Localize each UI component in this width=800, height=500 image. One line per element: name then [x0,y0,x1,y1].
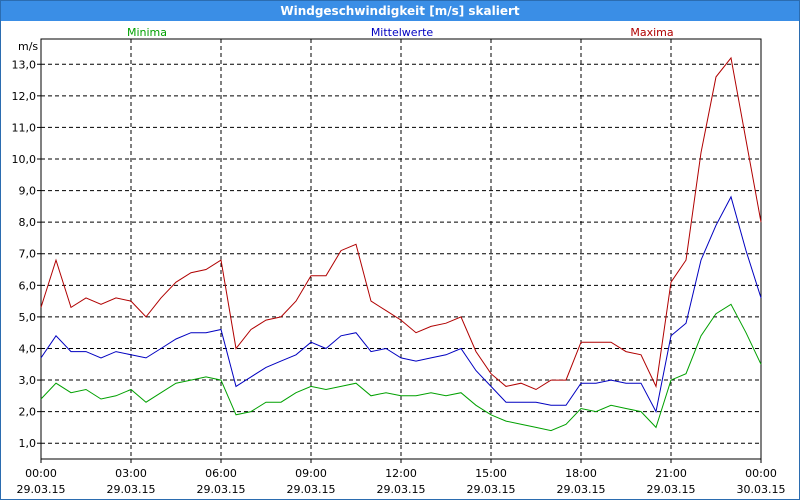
y-tick-label: 3,0 [19,374,37,387]
x-tick-time: 03:00 [115,467,147,480]
series-line-mittelwerte [40,195,762,414]
y-tick-label: 8,0 [19,216,37,229]
y-tick-label: 2,0 [19,406,37,419]
y-tick-label: 12,0 [12,90,37,103]
y-tick-label: 6,0 [19,279,37,292]
x-tick-date: 29.03.15 [197,483,246,496]
y-axis-unit-label: m/s [18,40,38,53]
series-lines [40,56,762,432]
x-tick-time: 09:00 [295,467,327,480]
y-tick-label: 13,0 [12,58,37,71]
y-tick-label: 10,0 [12,153,37,166]
series-line-maxima [40,56,762,391]
y-tick-label: 11,0 [12,121,37,134]
legend: Minima Mittelwerte Maxima [127,26,674,39]
x-tick-time: 12:00 [385,467,417,480]
x-tick-time: 00:00 [745,467,777,480]
x-tick-date: 30.03.15 [737,483,786,496]
x-tick-date: 29.03.15 [287,483,336,496]
x-tick-date: 29.03.15 [557,483,606,496]
y-tick-label: 1,0 [19,437,37,450]
x-tick-time: 15:00 [475,467,507,480]
y-tick-label: 7,0 [19,248,37,261]
x-tick-time: 18:00 [565,467,597,480]
legend-entry: Maxima [630,26,673,39]
legend-entry: Mittelwerte [371,26,434,39]
x-tick-time: 06:00 [205,467,237,480]
window-title: Windgeschwindigkeit [m/s] skaliert [1,1,799,21]
y-axis-ticks: 1,0 2,0 3,0 4,0 5,0 6,0 7,0 8,0 9,0 10,0 11,0 12,0 1… [12,58,41,450]
x-tick-date: 29.03.15 [467,483,516,496]
x-tick-date: 29.03.15 [377,483,426,496]
x-tick-date: 29.03.15 [107,483,156,496]
x-axis-ticks: 00:00 29.03.15 03:00 29.03.15 06:00 29.03.15 0… [17,459,786,496]
wind-speed-chart: 1,0 2,0 3,0 4,0 5,0 6,0 7,0 8,0 9,0 10,0 11,0 12,0 1… [12,26,786,496]
x-tick-time: 00:00 [25,467,57,480]
x-tick-date: 29.03.15 [647,483,696,496]
y-tick-label: 5,0 [19,311,37,324]
y-tick-label: 4,0 [19,342,37,355]
series-line-minima [40,303,762,432]
x-tick-date: 29.03.15 [17,483,66,496]
x-tick-time: 21:00 [655,467,687,480]
y-tick-label: 9,0 [19,185,37,198]
legend-entry: Minima [127,26,167,39]
